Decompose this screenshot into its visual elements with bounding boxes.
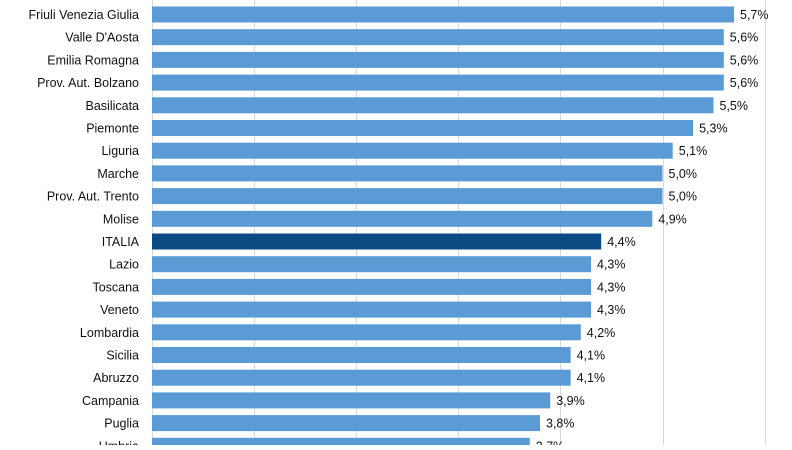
category-label: Abruzzo (93, 371, 139, 385)
value-label: 5,1% (679, 144, 708, 158)
bar (152, 278, 591, 295)
value-label: 4,9% (658, 212, 687, 226)
value-label: 5,0% (669, 167, 698, 181)
value-label: 3,8% (546, 417, 575, 431)
bar (152, 6, 734, 23)
bar-highlight (152, 233, 602, 250)
category-label: Campania (82, 394, 139, 408)
value-label: 5,0% (669, 190, 698, 204)
category-label: Emilia Romagna (47, 53, 139, 67)
value-label: 5,5% (720, 99, 749, 113)
category-label: Basilicata (86, 99, 140, 113)
bar (152, 74, 724, 91)
bar (152, 347, 571, 363)
value-label: 4,1% (577, 371, 606, 385)
category-label: Friuli Venezia Giulia (29, 8, 140, 22)
value-label: 4,4% (607, 235, 636, 249)
bar (152, 142, 673, 159)
value-label: 5,3% (699, 122, 728, 136)
bars (152, 6, 734, 450)
category-label: Liguria (101, 144, 139, 158)
bar (152, 188, 663, 205)
bar (152, 369, 571, 386)
category-labels: Friuli Venezia Giulia Valle D'Aosta Emilia… (29, 8, 140, 450)
bar (152, 210, 653, 227)
bar (152, 51, 724, 68)
category-label: Lazio (109, 258, 139, 272)
category-label: Puglia (104, 417, 139, 431)
category-label: Umbria (99, 439, 139, 445)
value-label: 4,1% (577, 349, 606, 363)
value-label: 4,3% (597, 258, 626, 272)
value-label: 4,3% (597, 303, 626, 317)
bar (152, 301, 591, 318)
bar (152, 392, 551, 409)
category-label: Molise (103, 212, 139, 226)
bar (152, 324, 581, 341)
bar (152, 165, 663, 182)
bar (152, 415, 540, 432)
category-label: Toscana (92, 280, 139, 294)
category-label: Prov. Aut. Trento (47, 190, 139, 204)
bar (152, 29, 724, 46)
category-label: Marche (97, 167, 139, 181)
value-label: 5,6% (730, 53, 759, 67)
category-label: Sicilia (106, 349, 139, 363)
bar (152, 437, 530, 450)
bar (152, 97, 714, 114)
value-label: 4,3% (597, 280, 626, 294)
value-label: 3,9% (556, 394, 585, 408)
category-label: Veneto (100, 303, 139, 317)
category-label: Lombardia (80, 326, 139, 340)
value-label: 5,6% (730, 31, 759, 45)
category-label: ITALIA (102, 235, 140, 249)
category-label: Valle D'Aosta (65, 31, 139, 45)
value-label: 5,7% (740, 8, 769, 22)
bar (152, 120, 694, 136)
value-label: 5,6% (730, 76, 759, 90)
value-label: 3,7% (536, 439, 565, 445)
bar (152, 256, 591, 273)
category-label: Piemonte (86, 122, 139, 136)
value-label: 4,2% (587, 326, 616, 340)
category-label: Prov. Aut. Bolzano (37, 76, 139, 90)
